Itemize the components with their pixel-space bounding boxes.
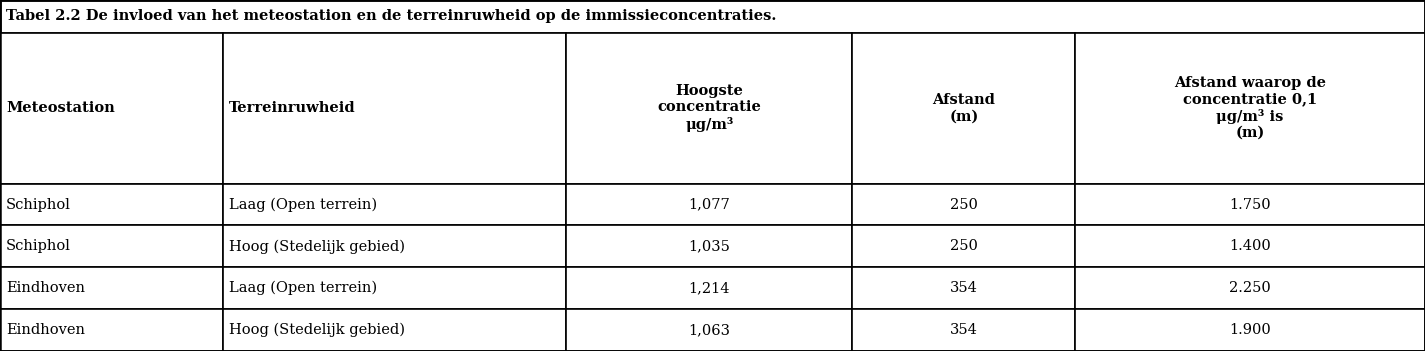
Bar — [0, 267, 222, 309]
Text: 1,063: 1,063 — [688, 323, 731, 337]
Bar — [1074, 33, 1425, 184]
Bar — [0, 225, 222, 267]
Text: Laag (Open terrein): Laag (Open terrein) — [228, 281, 376, 296]
Bar — [222, 309, 566, 351]
Text: 250: 250 — [950, 239, 978, 253]
Bar — [1074, 225, 1425, 267]
Text: Laag (Open terrein): Laag (Open terrein) — [228, 197, 376, 212]
Bar — [0, 184, 222, 225]
Bar — [566, 33, 852, 184]
Bar — [0, 309, 222, 351]
Bar — [222, 225, 566, 267]
Text: Terreinruwheid: Terreinruwheid — [228, 101, 355, 115]
Text: Afstand waarop de
concentratie 0,1
μg/m³ is
(m): Afstand waarop de concentratie 0,1 μg/m³… — [1174, 76, 1327, 140]
Bar — [222, 184, 566, 225]
Bar — [222, 33, 566, 184]
Bar — [0, 0, 1425, 33]
Bar — [566, 184, 852, 225]
Bar — [566, 267, 852, 309]
Bar — [1074, 309, 1425, 351]
Text: Schiphol: Schiphol — [6, 239, 71, 253]
Bar — [1074, 184, 1425, 225]
Bar — [1074, 267, 1425, 309]
Bar — [566, 225, 852, 267]
Text: 1.900: 1.900 — [1230, 323, 1271, 337]
Bar — [852, 184, 1074, 225]
Text: Meteostation: Meteostation — [6, 101, 115, 115]
Text: Hoog (Stedelijk gebied): Hoog (Stedelijk gebied) — [228, 239, 405, 253]
Text: Afstand
(m): Afstand (m) — [932, 93, 995, 123]
Text: Hoogste
concentratie
μg/m³: Hoogste concentratie μg/m³ — [657, 84, 761, 132]
Text: Schiphol: Schiphol — [6, 198, 71, 212]
Text: 1,035: 1,035 — [688, 239, 730, 253]
Text: 250: 250 — [950, 198, 978, 212]
Text: Eindhoven: Eindhoven — [6, 323, 86, 337]
Text: 354: 354 — [950, 323, 978, 337]
Bar — [222, 267, 566, 309]
Bar — [852, 309, 1074, 351]
Text: 1,214: 1,214 — [688, 281, 730, 295]
Text: Tabel 2.2 De invloed van het meteostation en de terreinruwheid op de immissiecon: Tabel 2.2 De invloed van het meteostatio… — [6, 9, 777, 23]
Bar — [0, 33, 222, 184]
Bar — [566, 309, 852, 351]
Text: 2.250: 2.250 — [1230, 281, 1271, 295]
Text: Eindhoven: Eindhoven — [6, 281, 86, 295]
Bar — [852, 225, 1074, 267]
Bar — [852, 33, 1074, 184]
Text: 1,077: 1,077 — [688, 198, 730, 212]
Bar — [852, 267, 1074, 309]
Text: Hoog (Stedelijk gebied): Hoog (Stedelijk gebied) — [228, 323, 405, 337]
Text: 1.750: 1.750 — [1230, 198, 1271, 212]
Text: 354: 354 — [950, 281, 978, 295]
Text: 1.400: 1.400 — [1230, 239, 1271, 253]
